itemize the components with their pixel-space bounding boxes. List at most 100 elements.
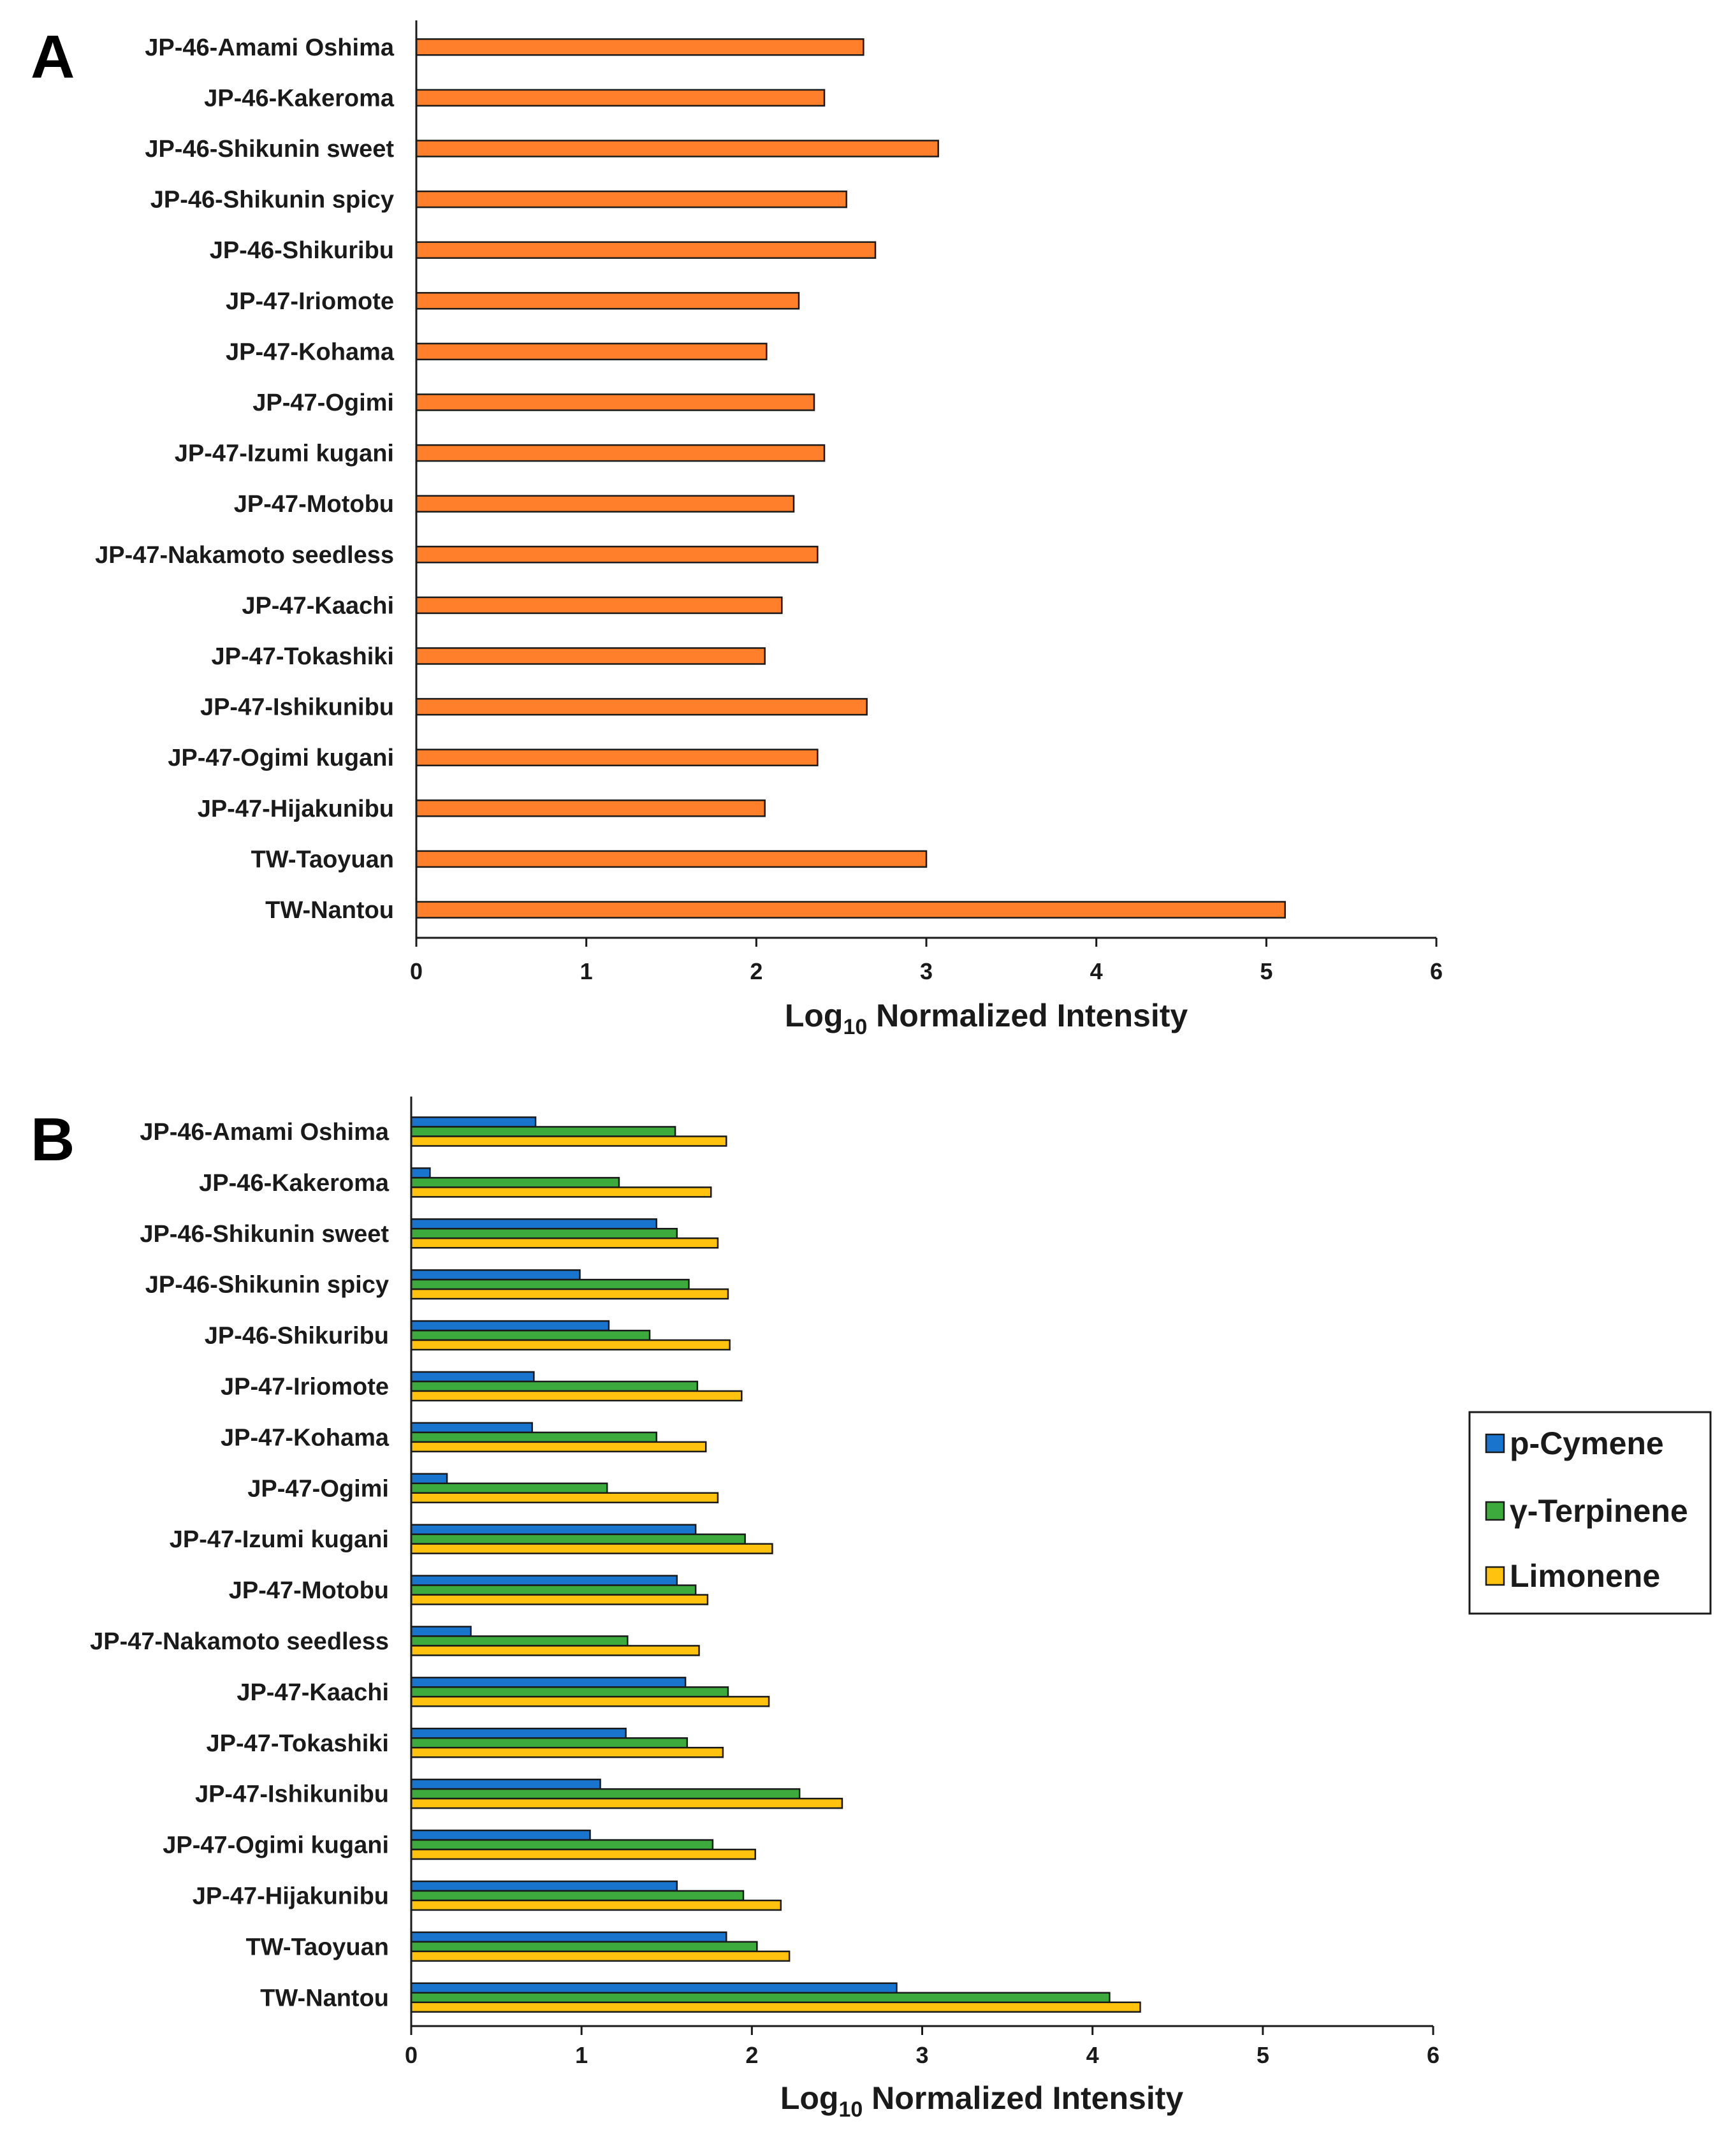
bar-jp-47-kaachi [415,596,783,615]
bar-jp-46-kakeroma [415,89,826,107]
bar-jp-47-kaachi-limonene [410,1696,770,1707]
category-label-jp-47-ogimi: JP-47-Ogimi [252,390,394,416]
category-label-jp-47-nakamoto-seedless: JP-47-Nakamoto seedless [90,1628,389,1655]
bar-jp-47-tokashiki [415,647,766,665]
legend-label-terpinene: γ-Terpinene [1510,1493,1688,1529]
bar-tw-taoyuan [415,850,928,868]
category-label-jp-47-izumi-kugani: JP-47-Izumi kugani [170,1526,389,1553]
panel-a-tick-labels: 0 1 2 3 4 5 6 [410,958,1443,984]
legend-label-p-cymene: p-Cymene [1510,1426,1664,1461]
panel-a: A JP-46-Amami OshimaJP-46-KakeromaJP-46-… [31,20,1443,1039]
category-label-jp-47-hijakunibu: JP-47-Hijakunibu [193,1883,389,1909]
bar-jp-47-ogimi-kugani [415,748,819,766]
bar-jp-47-kohama-terpinene [410,1431,657,1443]
category-label-jp-47-hijakunibu: JP-47-Hijakunibu [198,796,394,822]
x-tick-label-0: 0 [405,2042,418,2068]
bar-jp-47-ishikunibu-p-cymene [410,1778,601,1790]
panel-b-letter: B [31,1105,75,1174]
bar-jp-46-shikunin-sweet-p-cymene [410,1218,657,1230]
panel-b-legend: p-Cymene γ-Terpinene Limonene [1468,1411,1712,1615]
panel-b-bars [410,1116,1141,2013]
legend-swatch-p-cymene [1485,1433,1505,1454]
category-label-jp-47-motobu: JP-47-Motobu [229,1577,389,1604]
category-label-jp-47-kaachi: JP-47-Kaachi [242,592,394,619]
panel-b-x-axis-title: Log10 Normalized Intensity [780,2080,1184,2122]
bar-jp-47-motobu-terpinene [410,1584,697,1596]
bar-jp-47-nakamoto-seedless-limonene [410,1645,700,1656]
category-label-jp-46-shikunin-spicy: JP-46-Shikunin spicy [150,187,394,214]
bar-jp-47-ogimi-limonene [410,1492,719,1503]
x-tick-label-4: 4 [1086,2042,1099,2068]
category-label-jp-46-amami-oshima: JP-46-Amami Oshima [145,34,395,61]
bar-jp-47-tokashiki-p-cymene [410,1728,627,1739]
legend-swatch-limonene [1485,1566,1505,1586]
bar-tw-taoyuan-p-cymene [410,1931,727,1943]
bar-jp-46-amami-oshima-limonene [410,1135,727,1147]
panel-a-axes [415,20,1438,947]
bar-jp-46-amami-oshima-terpinene [410,1126,676,1137]
category-label-jp-46-kakeroma: JP-46-Kakeroma [199,1170,390,1197]
panel-a-letter: A [31,23,75,91]
bar-jp-47-ishikunibu-terpinene [410,1788,801,1800]
bar-jp-47-nakamoto-seedless [415,546,819,564]
category-label-jp-47-ogimi-kugani: JP-47-Ogimi kugani [163,1832,389,1859]
category-label-jp-46-shikunin-sweet: JP-46-Shikunin sweet [140,1221,389,1248]
bar-jp-47-kaachi-terpinene [410,1686,729,1698]
panel-b-tick-labels: 0 1 2 3 4 5 6 [405,2042,1440,2068]
bar-jp-47-ishikunibu [415,697,868,716]
legend-swatch-terpinene [1485,1501,1505,1521]
panel-a-category-labels: JP-46-Amami Oshima JP-46-Kakeroma JP-46-Sh… [95,34,395,924]
bar-jp-46-amami-oshima-p-cymene [410,1116,537,1128]
x-tick-label-3: 3 [915,2042,928,2068]
bar-jp-46-shikunin-sweet-terpinene [410,1228,678,1239]
bar-jp-47-izumi-kugani [415,444,826,462]
category-label-jp-47-motobu: JP-47-Motobu [234,491,394,518]
x-axis-title-rest: Normalized Intensity [863,2080,1183,2116]
x-tick-label-3: 3 [920,958,933,984]
bar-jp-47-kohama-p-cymene [410,1422,533,1434]
category-label-jp-46-amami-oshima: JP-46-Amami Oshima [140,1119,390,1146]
x-tick-label-5: 5 [1260,958,1273,984]
bar-jp-46-shikuribu-p-cymene [410,1320,610,1332]
bar-jp-47-izumi-kugani-p-cymene [410,1524,697,1535]
bar-jp-47-motobu-limonene [410,1594,709,1605]
x-tick-label-1: 1 [575,2042,588,2068]
category-label-jp-47-kohama: JP-47-Kohama [226,339,395,365]
bar-tw-nantou [415,901,1286,919]
bar-jp-47-motobu-p-cymene [410,1575,678,1586]
panel-b-axes [410,1097,1434,2035]
category-label-jp-46-shikunin-sweet: JP-46-Shikunin sweet [145,136,394,163]
bar-jp-47-hijakunibu-limonene [410,1899,782,1911]
bar-tw-nantou-p-cymene [410,1982,898,1994]
category-label-tw-taoyuan: TW-Taoyuan [251,846,394,873]
bar-jp-47-motobu [415,495,795,513]
bar-jp-47-hijakunibu-p-cymene [410,1880,678,1892]
category-label-jp-46-kakeroma: JP-46-Kakeroma [204,85,395,112]
bar-jp-47-ogimi-p-cymene [410,1473,448,1484]
bar-jp-47-iriomote-p-cymene [410,1371,535,1383]
bar-tw-nantou-limonene [410,2001,1141,2013]
bar-jp-47-iriomote-limonene [410,1390,743,1402]
x-tick-label-0: 0 [410,958,423,984]
bar-jp-47-hijakunibu-terpinene [410,1890,745,1902]
bar-jp-47-kaachi-p-cymene [410,1677,687,1688]
x-tick-label-2: 2 [750,958,762,984]
bar-jp-46-shikunin-sweet-limonene [410,1237,719,1249]
bar-jp-46-shikuribu-limonene [410,1339,731,1351]
category-label-jp-46-shikuribu: JP-46-Shikuribu [205,1323,389,1350]
category-label-jp-47-iriomote: JP-47-Iriomote [221,1373,389,1400]
bar-jp-47-ogimi-terpinene [410,1482,608,1494]
bar-jp-46-amami-oshima [415,38,864,56]
panel-a-x-axis-title: Log10 Normalized Intensity [785,998,1188,1039]
bar-jp-47-iriomote [415,292,800,310]
bar-jp-47-kohama [415,342,768,361]
x-axis-title-log: Log [780,2080,839,2116]
category-label-tw-nantou: TW-Nantou [265,897,394,924]
x-tick-label-6: 6 [1427,2042,1440,2068]
legend-box [1468,1411,1712,1615]
bar-jp-47-nakamoto-seedless-p-cymene [410,1626,472,1637]
bar-tw-taoyuan-terpinene [410,1941,758,1953]
category-label-jp-47-ishikunibu: JP-47-Ishikunibu [195,1781,389,1808]
bar-jp-46-shikunin-spicy-limonene [410,1288,729,1300]
